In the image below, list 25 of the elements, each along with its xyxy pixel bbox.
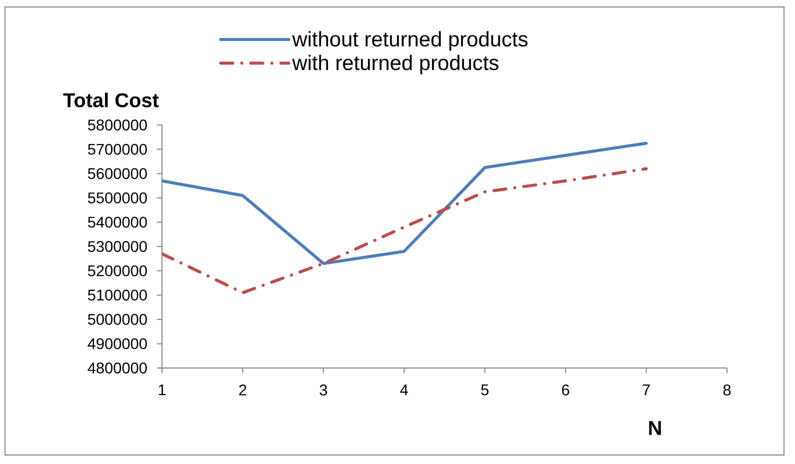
y-tick-label: 5500000 — [88, 192, 147, 204]
x-tick-label: 6 — [562, 384, 570, 396]
y-tick-label: 5600000 — [88, 168, 147, 180]
y-tick-label: 5400000 — [88, 216, 147, 228]
x-axis-title: N — [649, 421, 661, 435]
line-series — [162, 142, 648, 266]
x-tick-label: 3 — [320, 384, 328, 396]
line-series — [162, 167, 648, 294]
x-tick-label: 2 — [239, 384, 246, 396]
legend-label: with returned products — [292, 54, 498, 74]
x-tick-label: 4 — [400, 384, 408, 396]
y-tick-label: 5800000 — [88, 120, 147, 130]
y-tick-label: 5700000 — [88, 144, 147, 155]
x-tick-label: 7 — [642, 384, 650, 396]
x-tick-label: 8 — [723, 384, 731, 396]
x-tick-label: 5 — [481, 384, 489, 396]
y-tick-label: 5100000 — [88, 290, 147, 301]
y-tick-label: 5300000 — [88, 241, 147, 252]
y-tick-label: 4800000 — [88, 362, 147, 374]
y-axis-title: Total Cost — [63, 92, 159, 108]
legend-label: without returned products — [292, 31, 528, 51]
y-tick-label: 4900000 — [88, 338, 147, 350]
x-tick-label: 1 — [158, 384, 166, 396]
y-tick-label: 5000000 — [88, 314, 147, 325]
y-tick-label: 5200000 — [88, 265, 147, 276]
